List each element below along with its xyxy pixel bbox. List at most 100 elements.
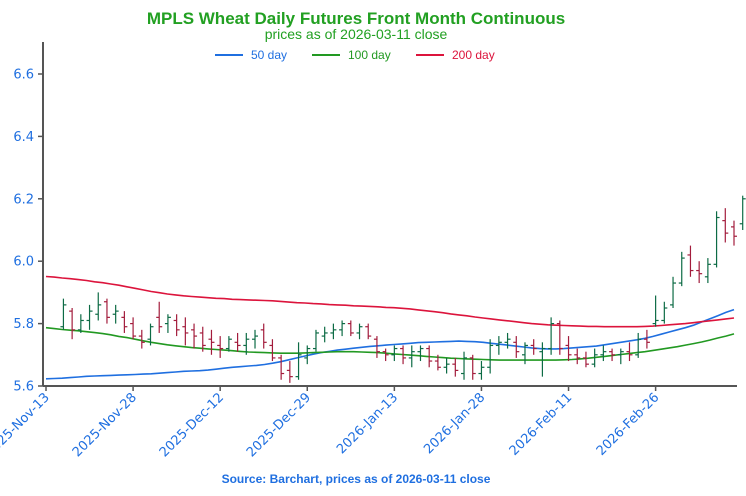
y-tick-label: 6.2 [13,192,34,207]
ohlc-bar [635,332,642,358]
chart-subtitle: prices as of 2026-03-11 close [265,26,448,42]
ohlc-bar [260,323,267,349]
ohlc-bar [539,342,546,377]
ohlc-bar [86,304,93,330]
moving-average-lines [45,275,735,380]
ohlc-bar [243,332,250,355]
ohlc-bar [722,208,729,243]
x-tick-label: 2026-Jan-28 [421,390,488,457]
ohlc-bar [469,354,476,380]
ohlc-bar [443,357,450,374]
ohlc-bar [182,317,189,346]
x-tick-label: 2026-Jan-13 [334,390,401,457]
ohlc-bar [739,195,746,230]
ohlc-bar [408,345,415,368]
x-tick-label: 2026-Feb-11 [507,390,576,459]
price-bars [60,195,746,383]
ohlc-bar [626,342,633,362]
ohlc-bar [670,276,677,308]
ohlc-bar [252,329,259,349]
ohlc-bar [495,336,502,355]
chart-title: MPLS Wheat Daily Futures Front Month Con… [147,9,565,28]
ohlc-bar [582,351,589,368]
ohlc-bar [504,332,511,349]
series-line-50-day [45,308,735,380]
ohlc-bar [199,326,206,352]
ohlc-bar [373,336,380,358]
ohlc-bar [286,361,293,383]
series-line-200-day [45,275,735,328]
ohlc-bar [295,342,302,380]
ohlc-bar [321,326,328,343]
ohlc-bar [69,308,76,340]
ohlc-bar [339,320,346,337]
ohlc-bar [95,292,102,321]
x-tick-label: 2025-Dec-29 [244,390,314,460]
ohlc-bar [138,329,145,349]
ohlc-bar [208,329,215,355]
ohlc-bar [112,304,119,324]
ohlc-bar [661,301,668,324]
source-note: Source: Barchart, prices as of 2026-03-1… [222,472,491,486]
ohlc-bar [426,345,433,368]
ohlc-bar [417,345,424,362]
ohlc-bar [77,314,84,333]
ohlc-bar [609,348,616,362]
legend-label-50-day: 50 day [251,48,287,62]
ohlc-bar [234,332,241,352]
ohlc-bar [434,354,441,371]
ohlc-bar [156,301,163,333]
ohlc-bar [556,320,563,355]
ohlc-bar [269,339,276,362]
y-axis-ticks: 5.6 5.8 6.0 6.2 6.4 6.6 [13,68,43,395]
ohlc-bar [600,345,607,362]
ohlc-bar [704,258,711,284]
plot-area [45,195,746,383]
ohlc-bar [678,251,685,287]
x-tick-label: 2026-Feb-26 [594,390,663,459]
ohlc-bar [217,336,224,358]
y-tick-label: 6.0 [13,255,34,270]
legend-label-200-day: 200 day [452,48,495,62]
ohlc-bar [521,342,528,365]
ohlc-bar [643,329,650,349]
ohlc-bar [548,317,555,355]
ohlc-bar [391,345,398,362]
ohlc-bar [356,323,363,340]
ohlc-bar [731,220,737,246]
ohlc-bar [652,295,659,327]
ohlc-bar [461,351,468,380]
ohlc-bar [130,317,137,340]
ohlc-bar [513,336,520,358]
ohlc-bar [487,339,494,374]
ohlc-bar [304,345,311,365]
ohlc-bar [278,354,285,380]
y-tick-label: 6.6 [13,68,34,83]
ohlc-bar [164,314,171,333]
x-tick-label: 2025-Nov-28 [70,390,140,460]
ohlc-bar [617,348,624,365]
ohlc-bar [147,323,154,346]
ohlc-bar [452,357,459,377]
ohlc-bar [173,314,180,337]
x-tick-label: 2025-Nov-13 [0,390,53,460]
ohlc-bar [591,348,598,368]
ohlc-bar [382,348,389,362]
ohlc-bar [574,348,581,365]
ohlc-bar [121,311,128,333]
ohlc-bar [347,320,354,337]
ohlc-bar [312,329,319,352]
ohlc-bar [103,298,110,324]
ohlc-bar [60,298,67,330]
x-tick-label: 2025-Dec-12 [157,390,227,460]
ohlc-bar [713,211,720,268]
ohlc-bar [565,336,572,362]
axes: 5.6 5.8 6.0 6.2 6.4 6.6 2025-Nov-13 2025-Nov-2… [0,42,737,460]
y-tick-label: 5.8 [13,317,34,332]
ohlc-bar [191,323,198,349]
ohlc-bar [478,361,485,380]
ohlc-bar [400,345,407,365]
legend: 50 day 100 day 200 day [215,48,495,62]
ohlc-bar [696,261,703,284]
